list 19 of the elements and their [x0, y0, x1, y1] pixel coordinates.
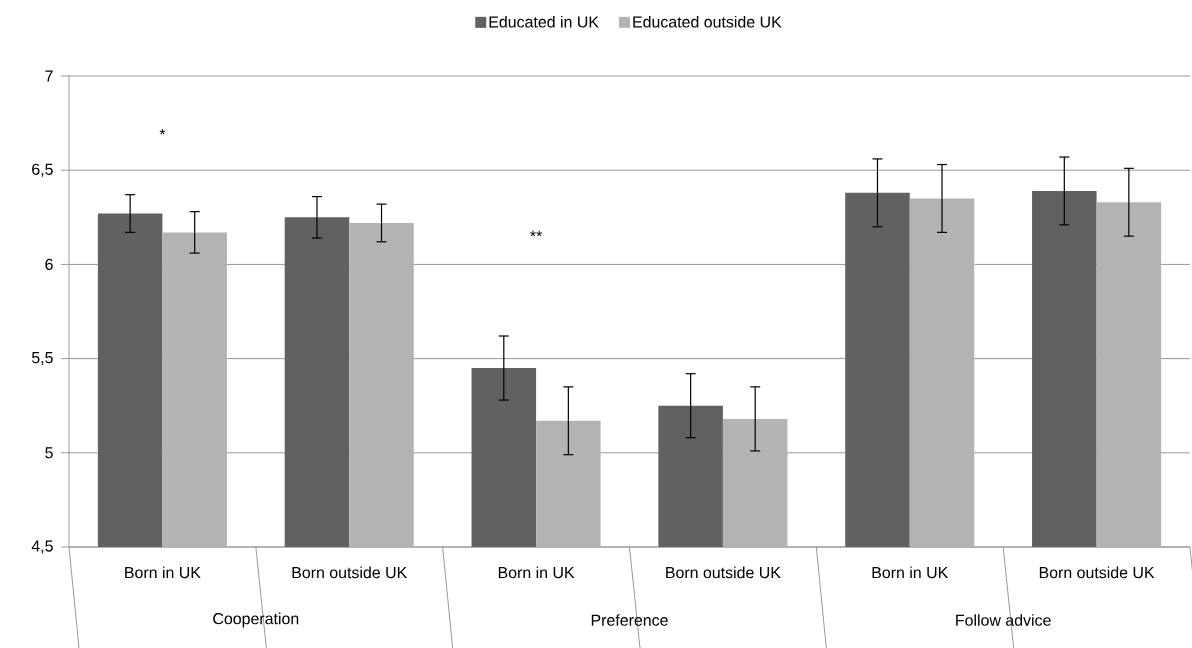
- x-tick-label: Born outside UK: [666, 566, 781, 579]
- y-tick-label: 5: [45, 447, 53, 459]
- y-tick-label: 5,5: [31, 352, 53, 366]
- annotation: **: [530, 230, 543, 237]
- x-tick-label: Born in UK: [125, 566, 201, 579]
- x-tick-label: Born outside UK: [292, 566, 408, 579]
- x-tick-label: Born outside UK: [1039, 566, 1155, 579]
- legend-label: Educated in UK: [489, 15, 599, 28]
- text: Preference: [591, 614, 668, 626]
- y-tick-label: 6: [45, 258, 53, 271]
- y-tick-label: 7: [45, 70, 53, 82]
- text: Cooperation: [213, 612, 299, 628]
- x-tick-label: Born in UK: [872, 566, 949, 579]
- annotation: *: [159, 128, 166, 135]
- text: Follow advice: [956, 614, 1051, 626]
- y-tick-label: 6,5: [32, 163, 53, 177]
- legend-label: Educated outside UK: [633, 15, 782, 28]
- y-tick-label: 4,5: [31, 540, 53, 554]
- x-tick-label: Born in UK: [498, 566, 575, 579]
